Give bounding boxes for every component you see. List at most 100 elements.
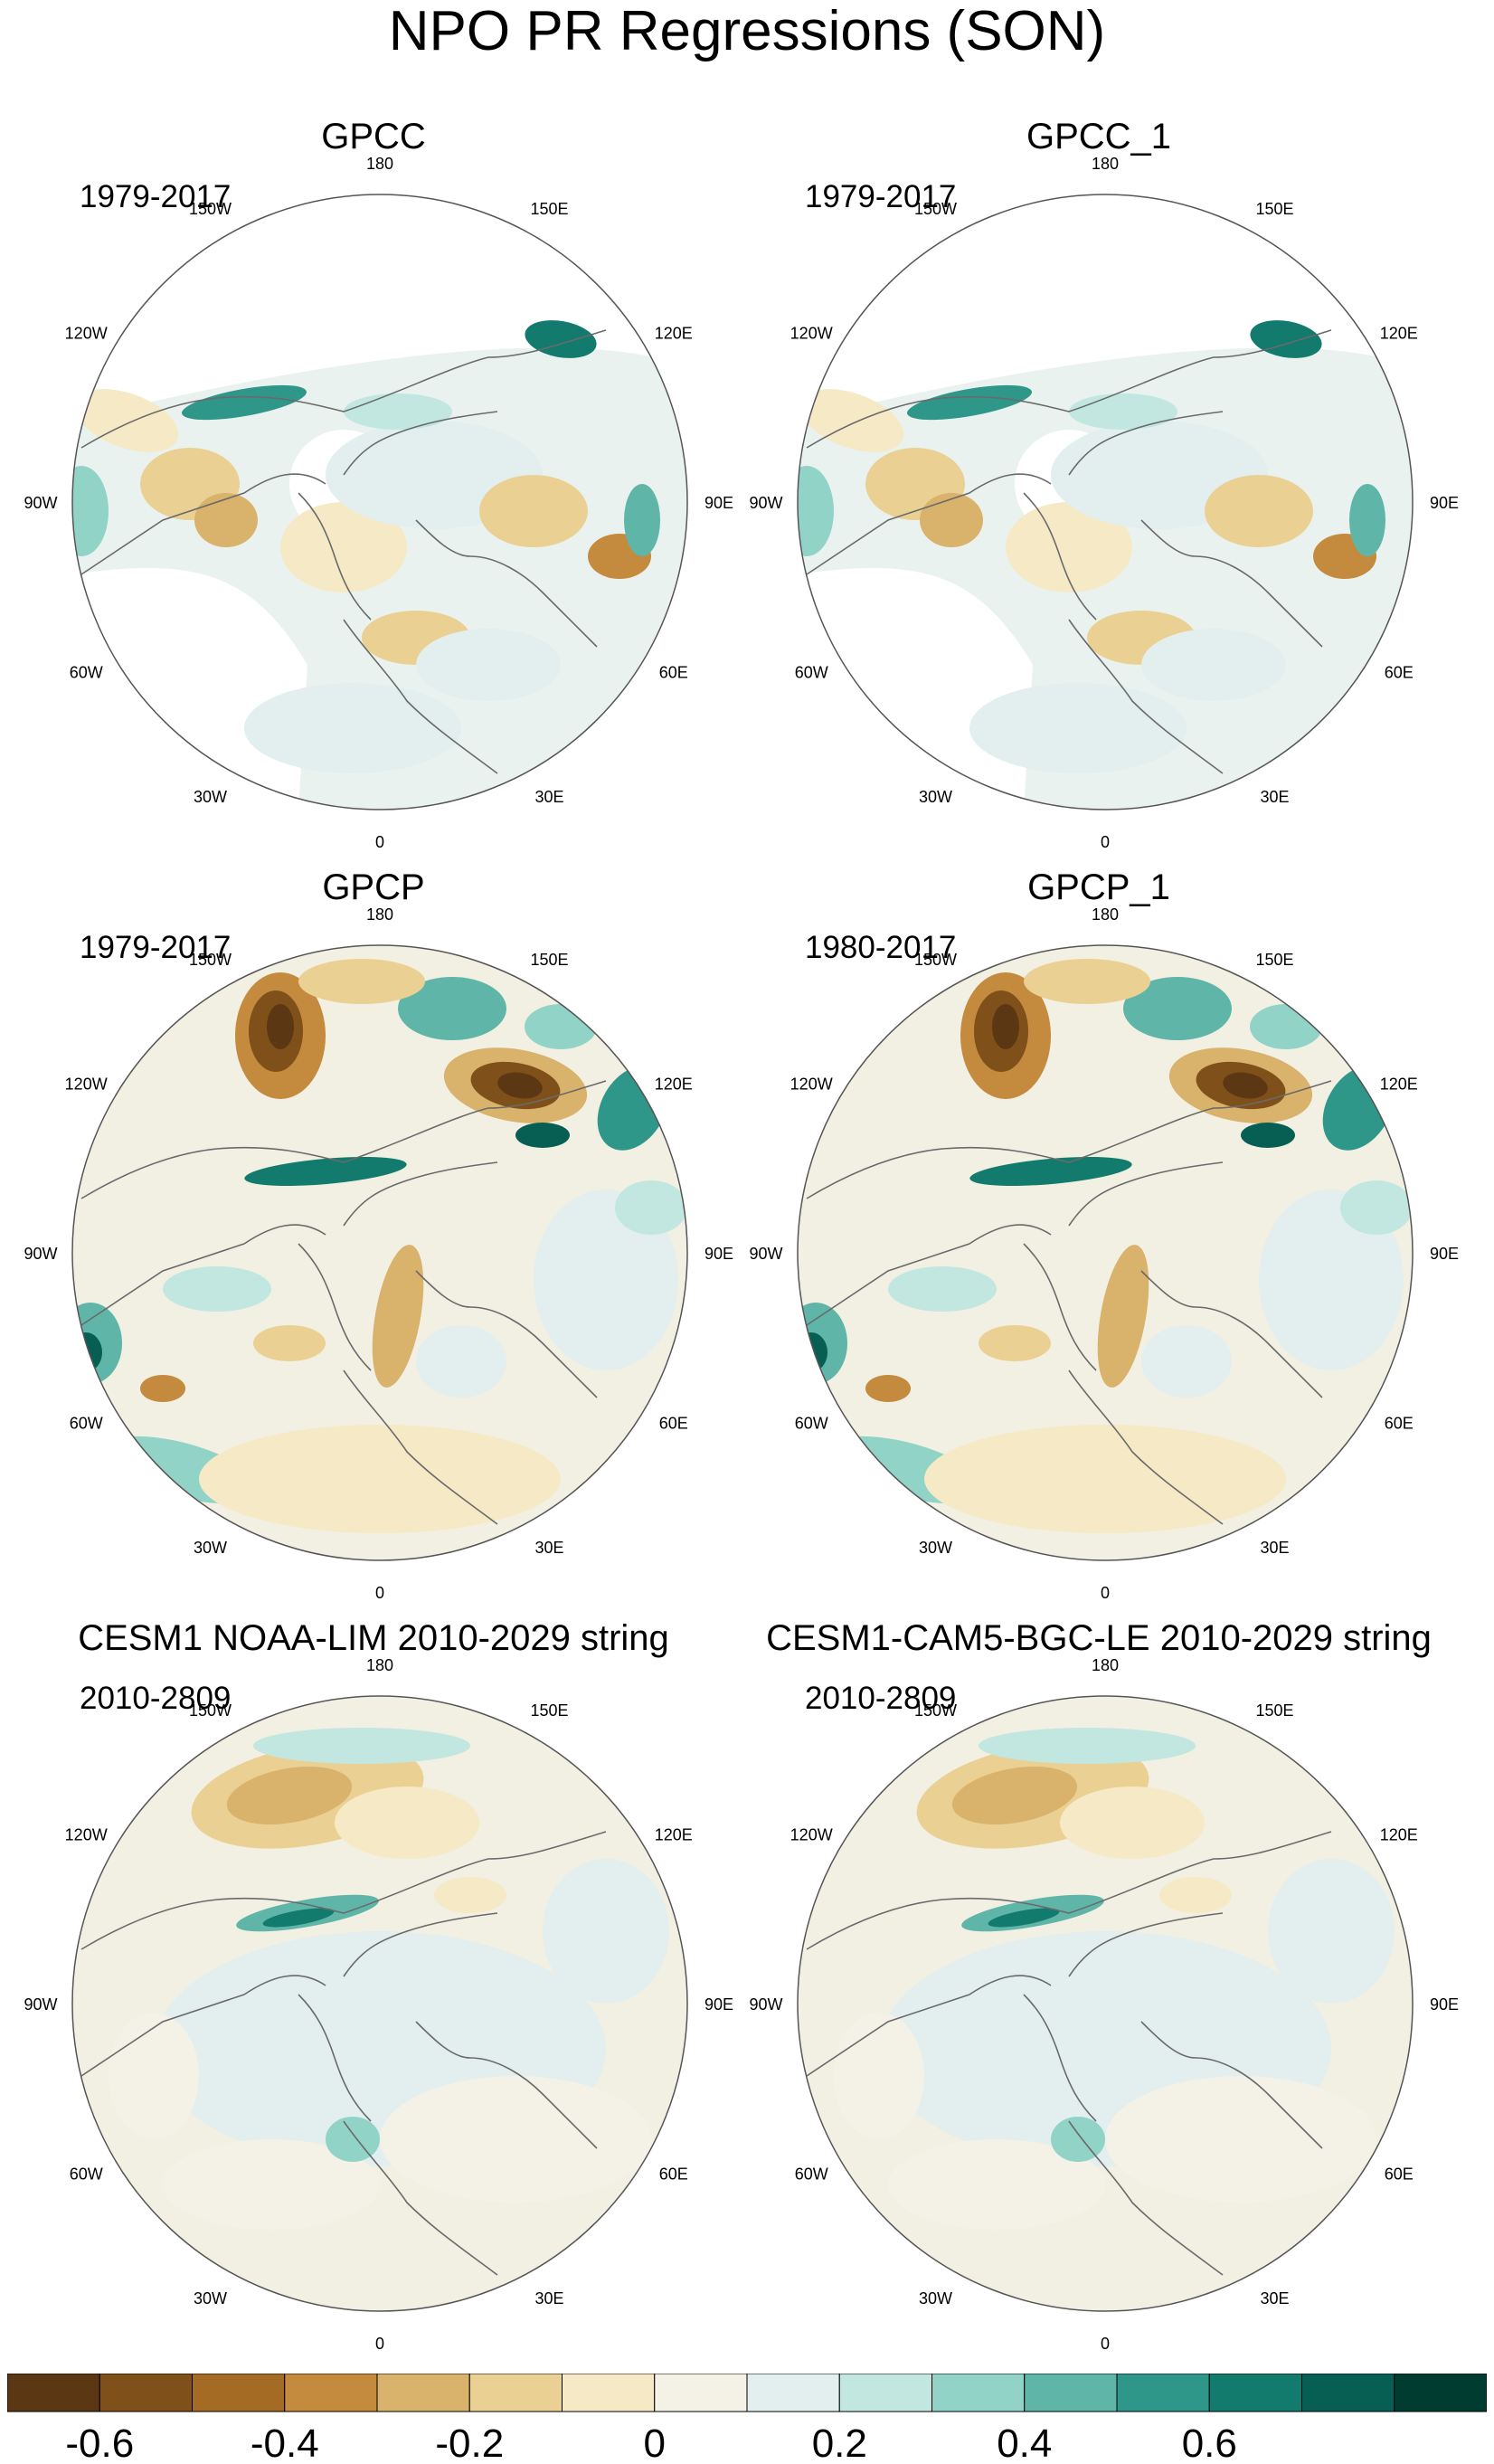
coastline (343, 1912, 498, 1977)
map-boundary (71, 944, 688, 1561)
missing-data-ocean (72, 194, 687, 421)
anomaly-contour (1223, 1072, 1268, 1099)
lon-label-120w: 120W (65, 325, 108, 343)
lon-label-120e: 120E (1380, 1826, 1418, 1844)
lon-label-60w: 60W (795, 2165, 828, 2184)
anomaly-contour (924, 1425, 1286, 1533)
coastline (806, 329, 1332, 449)
lon-label-180: 180 (1092, 1656, 1119, 1674)
panel-period: 1980-2017 (805, 930, 957, 965)
coastline (1023, 1994, 1097, 2122)
lon-label-90e: 90E (704, 494, 733, 512)
lon-label-0: 0 (375, 2335, 384, 2353)
anomaly-contour (979, 1325, 1051, 1361)
anomaly-contour (525, 1004, 597, 1049)
anomaly-contour (1340, 1180, 1413, 1235)
coastline (298, 492, 372, 621)
lon-label-30e: 30E (534, 1539, 563, 1557)
anomaly-contour (1250, 1004, 1322, 1049)
lon-label-120e: 120E (1380, 1076, 1418, 1094)
lon-label-60e: 60E (659, 664, 688, 682)
lon-label-120w: 120W (65, 1076, 108, 1094)
anomaly-contour (434, 1877, 506, 1913)
anomaly-contour (226, 1767, 353, 1824)
panel-period: 1979-2017 (80, 930, 232, 965)
colorbar-swatch (99, 2374, 193, 2412)
anomaly-contour (543, 1859, 669, 2004)
coastline (1140, 1270, 1323, 1398)
coastline (343, 2120, 498, 2276)
panel-period: 2010-2809 (805, 1681, 957, 1716)
lon-label-150w: 150W (914, 951, 957, 969)
colorbar-swatch (1208, 2374, 1302, 2412)
polar-map: 180 150E 120E 90E 60E 30E 0 30W 60W 90W 120W 150W (749, 1656, 1459, 2353)
lon-label-0: 0 (375, 833, 384, 851)
coastline (80, 1080, 607, 1199)
map-panel-gpcp-1: GPCP_1 1980-2017 180 150E 120E 90E 60E 30E 0 30W 6… (725, 859, 1472, 1610)
lon-label-60e: 60E (1385, 2165, 1414, 2184)
anomaly-contour (1006, 502, 1132, 592)
anomaly-contour (140, 1375, 185, 1402)
anomaly-contour (1349, 484, 1385, 556)
anomaly-contour (992, 1004, 1019, 1049)
lon-label-60e: 60E (659, 1415, 688, 1433)
lon-label-120w: 120W (790, 1076, 833, 1094)
lon-label-150e: 150E (530, 951, 568, 969)
map-boundary (71, 1695, 688, 2312)
lon-label-150e: 150E (1255, 951, 1293, 969)
lon-label-60e: 60E (1385, 1415, 1414, 1433)
anomaly-contour (335, 1786, 479, 1859)
polar-map: 180 150E 120E 90E 60E 30E 0 30W 60W 90W 120W 150W (24, 1656, 733, 2353)
lon-label-90w: 90W (24, 1245, 57, 1263)
lon-label-120e: 120E (655, 325, 693, 343)
lon-label-120w: 120W (65, 1826, 108, 1844)
lon-label-60e: 60E (1385, 664, 1414, 682)
lon-label-150e: 150E (530, 200, 568, 218)
panel-title: CESM1-CAM5-BGC-LE 2010-2029 string (766, 1618, 1432, 1658)
anomaly-contour (372, 1245, 424, 1388)
lon-label-180: 180 (1092, 905, 1119, 924)
panel-title: GPCP (322, 867, 425, 907)
lon-label-0: 0 (1101, 1584, 1110, 1602)
anomaly-contour (969, 683, 1187, 773)
anomaly-contour (398, 977, 506, 1040)
anomaly-contour (907, 384, 1032, 421)
colorbar-swatch (468, 2374, 563, 2412)
anomaly-contour (798, 1332, 827, 1372)
colorbar-tick-label: -0.6 (65, 2421, 134, 2464)
anomaly-contour (615, 1180, 687, 1235)
lon-label-180: 180 (1092, 155, 1119, 173)
coastline (343, 1161, 498, 1227)
coastline (1068, 2120, 1224, 2276)
coastline (415, 1270, 598, 1398)
lon-label-90e: 90E (704, 1995, 733, 2014)
coastline (806, 473, 1052, 575)
colorbar-swatch (1301, 2374, 1395, 2412)
lon-label-120e: 120E (1380, 325, 1418, 343)
anomaly-contour (199, 1425, 561, 1533)
anomaly-contour (515, 1123, 570, 1148)
coastline (1068, 619, 1224, 774)
anomaly-contour (244, 1156, 407, 1187)
coastline (1023, 492, 1097, 621)
coastline (806, 1224, 1052, 1326)
coastline (80, 1975, 326, 2077)
colorbar-tick-label: -0.2 (435, 2421, 504, 2464)
colorbar-swatch (838, 2374, 932, 2412)
anomaly-contour (380, 2076, 651, 2203)
anomaly-contour (72, 466, 109, 556)
lon-label-30e: 30E (1260, 2289, 1289, 2308)
anomaly-contour (1060, 1786, 1205, 1859)
anomaly-contour (326, 2117, 380, 2162)
coastline (298, 1994, 372, 2122)
anomaly-contour (1097, 1245, 1149, 1388)
anomaly-contour (497, 1072, 543, 1099)
map-boundary (71, 194, 688, 810)
lon-label-30w: 30W (919, 2289, 952, 2308)
colorbar-tick-label: 0.6 (1182, 2421, 1237, 2464)
colorbar-swatch (1116, 2374, 1210, 2412)
anomaly-contour (72, 1332, 102, 1372)
lon-label-150w: 150W (189, 1701, 232, 1720)
anomaly-contour (1123, 977, 1232, 1040)
coastline (343, 619, 498, 774)
